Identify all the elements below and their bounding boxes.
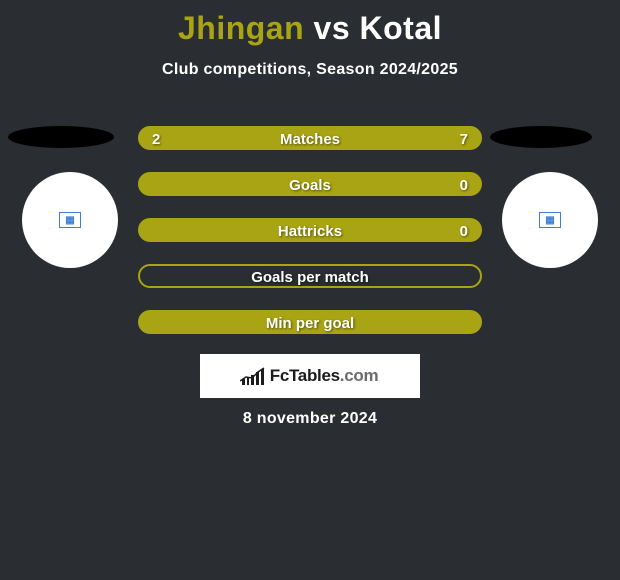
logo-line-icon bbox=[240, 365, 266, 385]
left-shadow bbox=[8, 126, 114, 148]
logo-chart-icon bbox=[242, 367, 264, 385]
stat-label: Hattricks bbox=[140, 220, 480, 244]
subtitle: Club competitions, Season 2024/2025 bbox=[0, 61, 620, 79]
stat-right-value: 0 bbox=[460, 174, 468, 198]
right-shadow bbox=[490, 126, 592, 148]
stat-bar: Min per goal bbox=[138, 310, 482, 334]
stat-label: Goals bbox=[140, 174, 480, 198]
left-badge-icon: ▦ bbox=[59, 212, 81, 228]
stat-label: Min per goal bbox=[140, 312, 480, 336]
right-badge-icon: ▦ bbox=[539, 212, 561, 228]
logo-text-b: .com bbox=[340, 366, 378, 385]
stat-label: Matches bbox=[140, 128, 480, 152]
date-text: 8 november 2024 bbox=[0, 410, 620, 428]
stat-bar: Goals per match bbox=[138, 264, 482, 288]
page-title: Jhingan vs Kotal bbox=[0, 0, 620, 47]
stat-right-value: 0 bbox=[460, 220, 468, 244]
stat-right-value: 7 bbox=[460, 128, 468, 152]
vs-separator: vs bbox=[314, 10, 351, 46]
stat-bars: 2Matches7Goals0Hattricks0Goals per match… bbox=[138, 126, 482, 356]
fctables-logo: FcTables.com bbox=[200, 354, 420, 398]
player-b-name: Kotal bbox=[360, 10, 443, 46]
left-player-circle: ▦ bbox=[22, 172, 118, 268]
right-player-circle: ▦ bbox=[502, 172, 598, 268]
stat-bar: 2Matches7 bbox=[138, 126, 482, 150]
logo-text-a: FcTables bbox=[270, 366, 340, 385]
stat-bar: Goals0 bbox=[138, 172, 482, 196]
logo-text: FcTables.com bbox=[270, 366, 379, 386]
stat-bar: Hattricks0 bbox=[138, 218, 482, 242]
player-a-name: Jhingan bbox=[178, 10, 304, 46]
stat-label: Goals per match bbox=[140, 266, 480, 290]
